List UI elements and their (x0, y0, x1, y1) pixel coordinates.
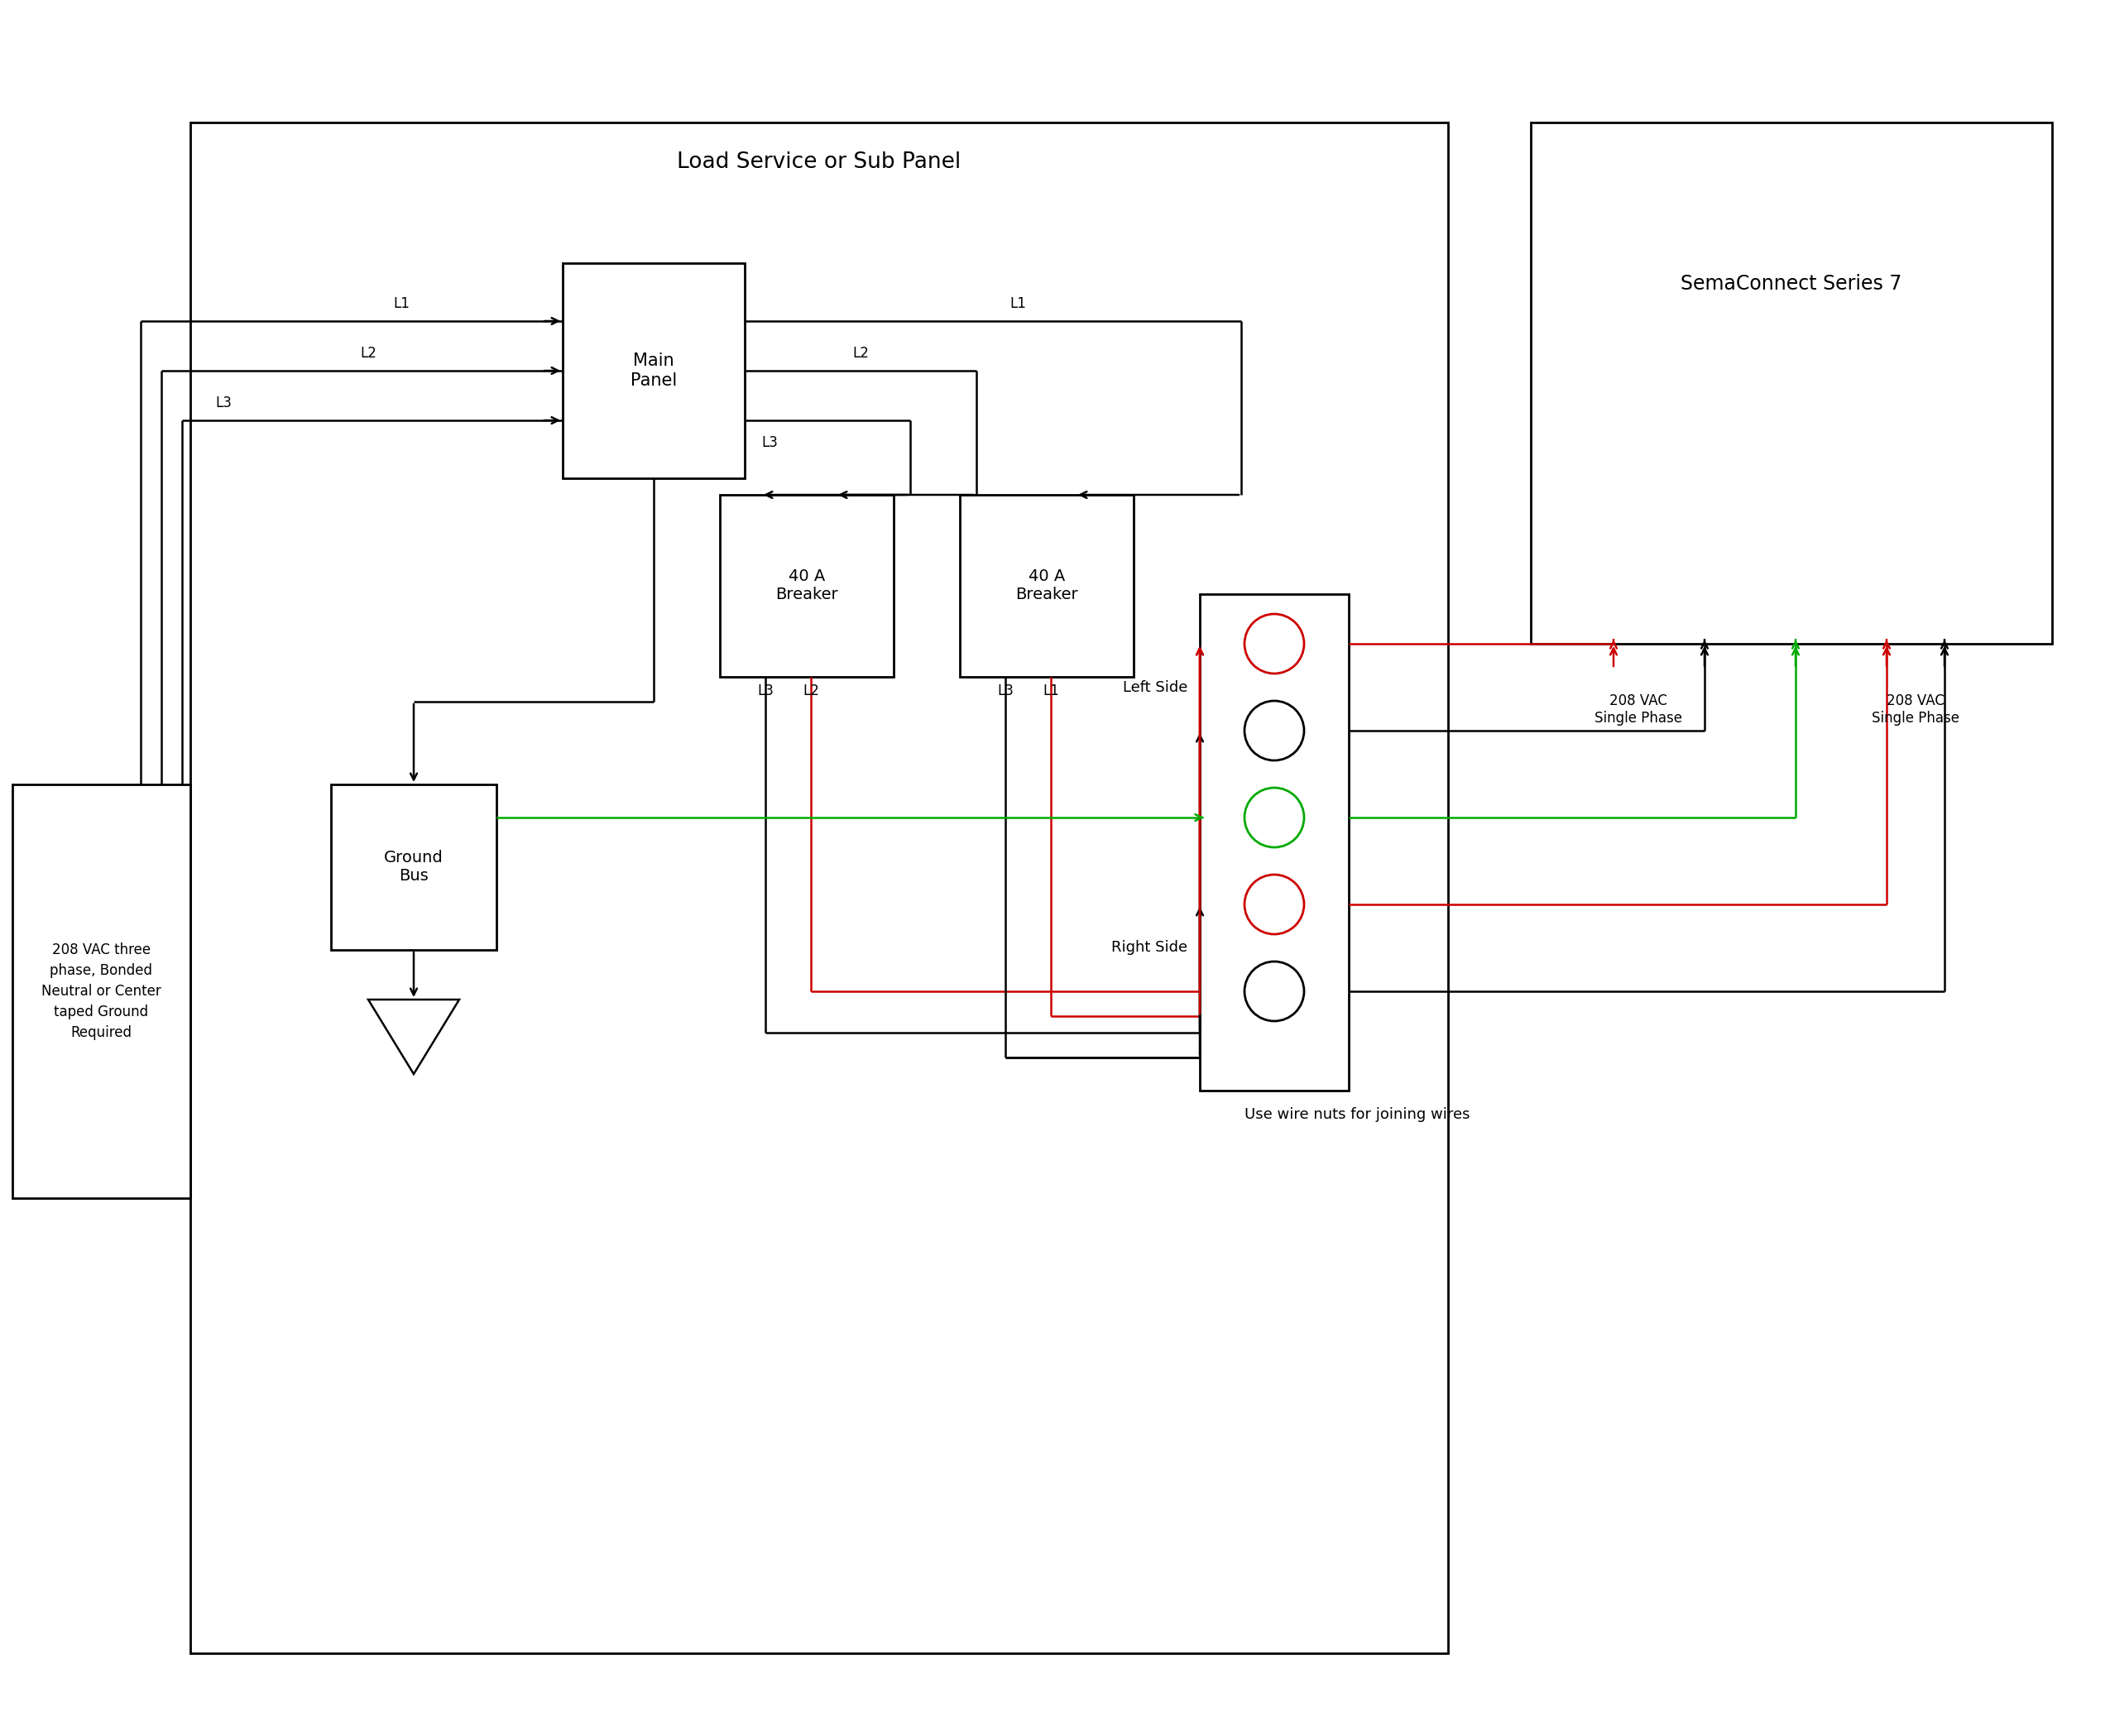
Text: 40 A
Breaker: 40 A Breaker (776, 569, 838, 602)
Text: L3: L3 (757, 684, 774, 698)
Text: 208 VAC
Single Phase: 208 VAC Single Phase (1872, 693, 1960, 726)
Circle shape (1245, 962, 1304, 1021)
Text: Load Service or Sub Panel: Load Service or Sub Panel (677, 151, 962, 174)
Bar (1201, 594, 1348, 1090)
Circle shape (1245, 701, 1304, 760)
Bar (720, 495, 895, 677)
Circle shape (1245, 615, 1304, 674)
Bar (13, 785, 190, 1198)
Text: L2: L2 (361, 345, 376, 361)
Bar (960, 495, 1133, 677)
Text: 40 A
Breaker: 40 A Breaker (1015, 569, 1078, 602)
Text: L3: L3 (215, 396, 232, 410)
Text: 208 VAC
Single Phase: 208 VAC Single Phase (1595, 693, 1682, 726)
Bar (331, 785, 496, 950)
Text: Use wire nuts for joining wires: Use wire nuts for joining wires (1245, 1108, 1471, 1121)
Text: L3: L3 (762, 436, 779, 450)
Text: Ground
Bus: Ground Bus (384, 851, 443, 884)
Text: Right Side: Right Side (1112, 941, 1188, 955)
Text: L3: L3 (998, 684, 1013, 698)
Text: 208 VAC three
phase, Bonded
Neutral or Center
taped Ground
Required: 208 VAC three phase, Bonded Neutral or C… (42, 943, 160, 1040)
Text: L1: L1 (1009, 297, 1025, 311)
Polygon shape (369, 1000, 460, 1075)
Text: SemaConnect Series 7: SemaConnect Series 7 (1682, 274, 1901, 293)
Text: L1: L1 (392, 297, 409, 311)
Bar (1530, 123, 2053, 644)
Circle shape (1245, 875, 1304, 934)
Bar (190, 123, 1447, 1653)
Text: Main
Panel: Main Panel (631, 352, 677, 389)
Bar (563, 264, 745, 479)
Circle shape (1245, 788, 1304, 847)
Text: L1: L1 (1042, 684, 1059, 698)
Text: Left Side: Left Side (1123, 681, 1188, 694)
Text: L2: L2 (852, 345, 869, 361)
Text: L2: L2 (802, 684, 819, 698)
